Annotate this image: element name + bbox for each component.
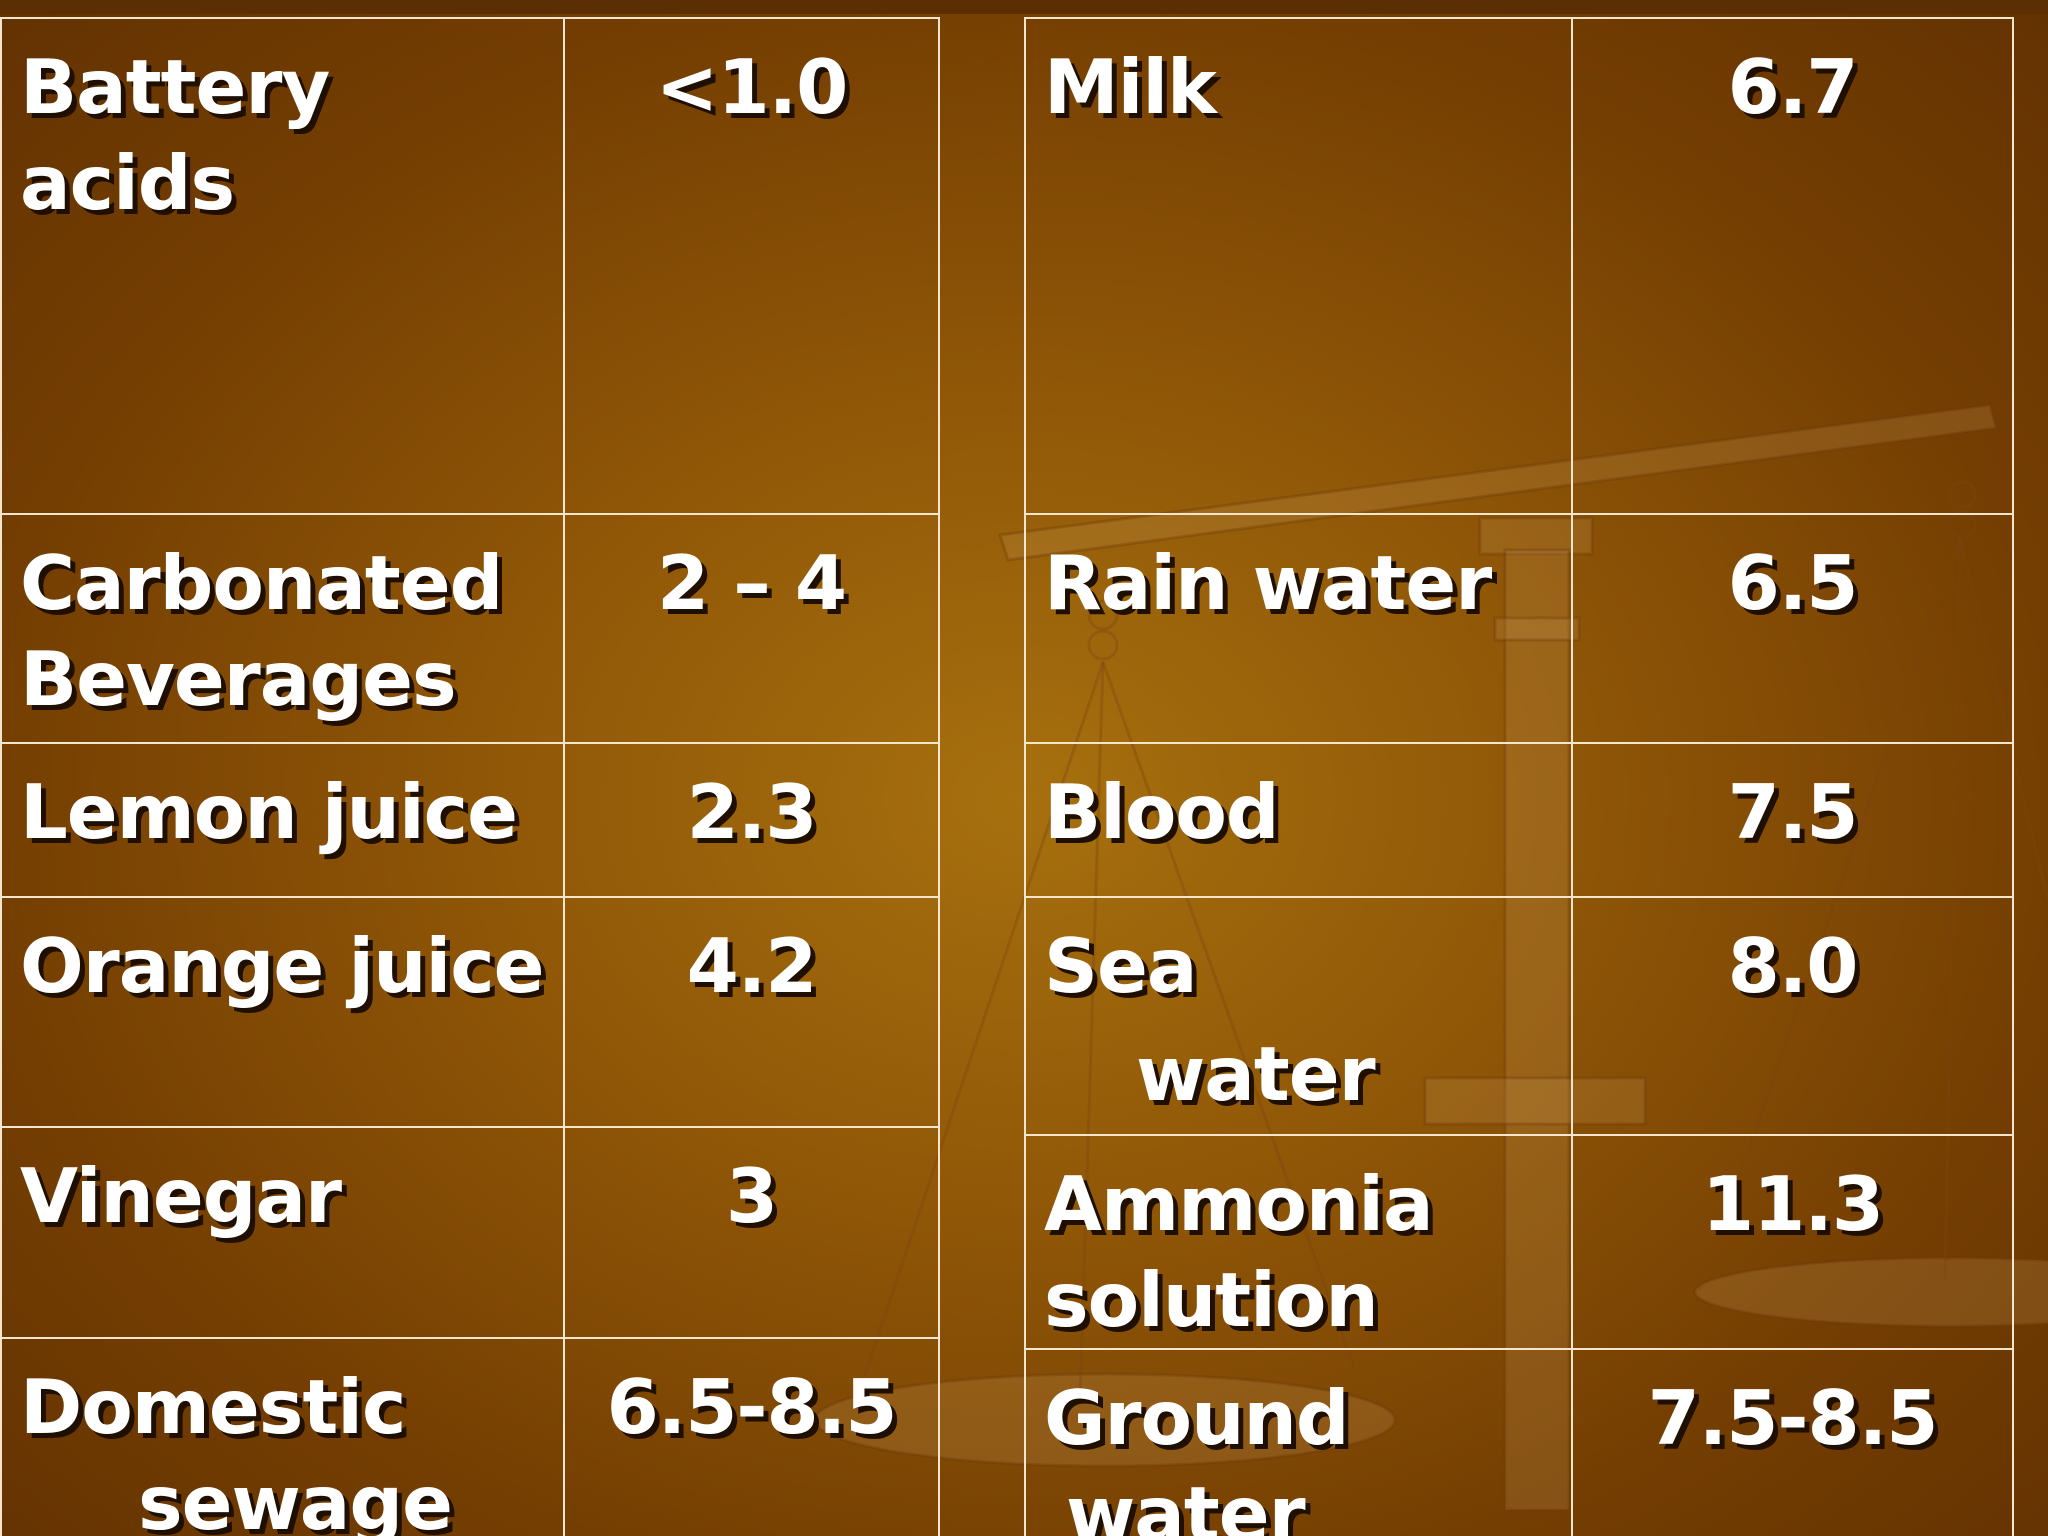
substance-name: Ground water — [1024, 1348, 1573, 1536]
table-row: Ammonia solution 11.3 — [1024, 1134, 2014, 1350]
table-row: Milk 6.7 — [1024, 17, 2014, 515]
left-ph-table: Battery acids <1.0 Carbonated Beverages 2 … — [0, 17, 940, 1536]
ph-value: 2.3 — [563, 742, 940, 898]
table-row: Carbonated Beverages 2 – 4 — [0, 513, 940, 744]
ph-value: 7.5 — [1571, 742, 2014, 898]
substance-name: Ammonia solution — [1024, 1134, 1573, 1350]
table-row: Domestic sewage 6.5-8.5 — [0, 1337, 940, 1536]
ph-value: 6.5 — [1571, 513, 2014, 744]
substance-name: Sea water — [1024, 896, 1573, 1136]
table-row: Blood 7.5 — [1024, 742, 2014, 898]
right-ph-table: Milk 6.7 Rain water 6.5 Blood 7.5 Sea wat… — [1024, 17, 2014, 1536]
table-row: Sea water 8.0 — [1024, 896, 2014, 1136]
substance-name: Vinegar — [0, 1126, 565, 1339]
substance-name: Milk — [1024, 17, 1573, 515]
substance-name: Blood — [1024, 742, 1573, 898]
table-row: Battery acids <1.0 — [0, 17, 940, 515]
substance-name: Lemon juice — [0, 742, 565, 898]
substance-name: Orange juice — [0, 896, 565, 1128]
ph-value: 11.3 — [1571, 1134, 2014, 1350]
ph-value: <1.0 — [563, 17, 940, 515]
top-band — [0, 0, 2048, 14]
ph-value: 3 — [563, 1126, 940, 1339]
table-row: Lemon juice 2.3 — [0, 742, 940, 898]
ph-value: 4.2 — [563, 896, 940, 1128]
table-row: Rain water 6.5 — [1024, 513, 2014, 744]
ph-value: 7.5-8.5 — [1571, 1348, 2014, 1536]
table-row: Vinegar 3 — [0, 1126, 940, 1339]
substance-name: Rain water — [1024, 513, 1573, 744]
ph-value: 2 – 4 — [563, 513, 940, 744]
table-row: Ground water 7.5-8.5 — [1024, 1348, 2014, 1536]
ph-value: 8.0 — [1571, 896, 2014, 1136]
substance-name: Domestic sewage — [0, 1337, 565, 1536]
table-row: Orange juice 4.2 — [0, 896, 940, 1128]
substance-name: Battery acids — [0, 17, 565, 515]
ph-value: 6.5-8.5 — [563, 1337, 940, 1536]
ph-value: 6.7 — [1571, 17, 2014, 515]
substance-name: Carbonated Beverages — [0, 513, 565, 744]
